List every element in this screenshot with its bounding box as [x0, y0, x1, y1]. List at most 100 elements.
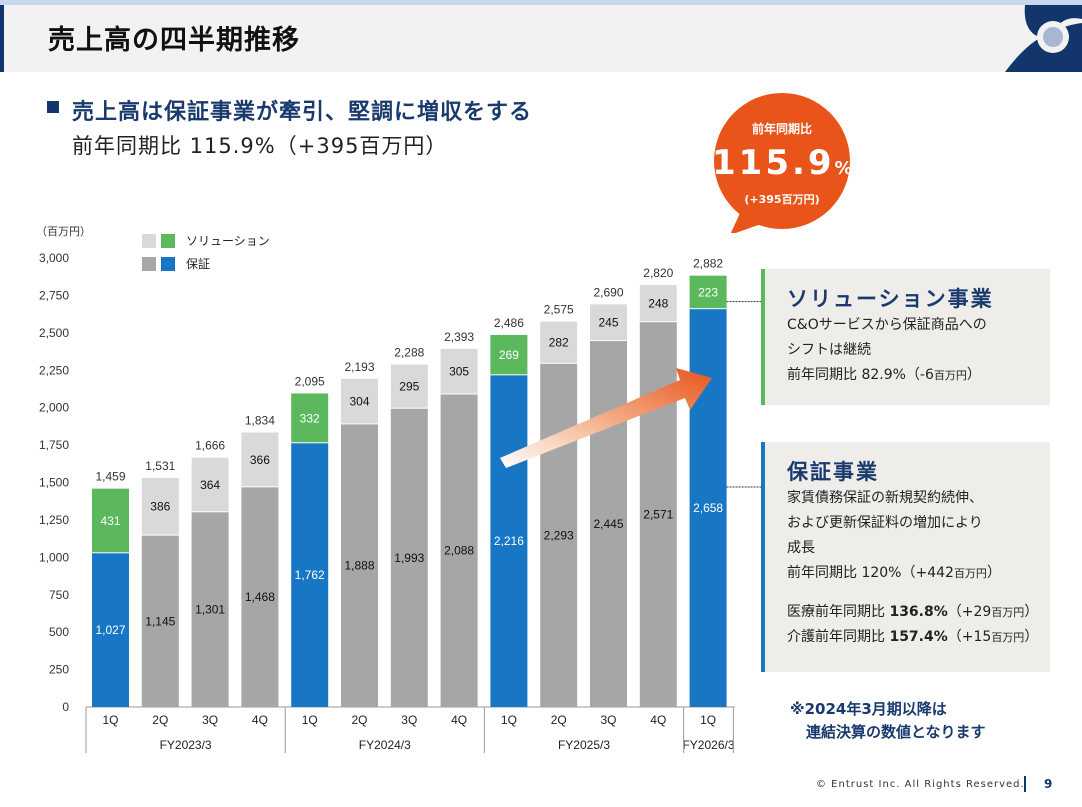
copyright: © Entrust Inc. All Rights Reserved. [816, 779, 1025, 790]
bar-total-label: 2,820 [643, 266, 673, 280]
care-line: 介護前年同期比 157.4%（+15百万円） [787, 625, 1038, 650]
legend-swatch-guarantee-gray [142, 256, 156, 271]
bar-total-label: 1,666 [195, 439, 225, 453]
solution-line-1: C&Oサービスから保証商品への [787, 317, 987, 333]
bar-label-guarantee: 1,027 [95, 623, 125, 637]
x-tick-label: 4Q [451, 713, 467, 727]
growth-arrow [500, 368, 712, 468]
bar-label-guarantee: 2,445 [593, 517, 623, 531]
bar-label-solution: 305 [449, 365, 469, 379]
medical-label: 医療前年同期比 [787, 604, 885, 620]
x-group-label: FY2024/3 [359, 738, 411, 752]
top-strip [0, 0, 1082, 5]
x-tick-label: 1Q [102, 713, 118, 727]
bar-guarantee [291, 443, 329, 707]
y-tick-label: 500 [49, 625, 69, 639]
legend-swatch-solution-gray [142, 233, 156, 248]
subline: 前年同期比 115.9%（+395百万円） [72, 134, 448, 158]
bar-total-label: 1,531 [145, 459, 175, 473]
badge-number: 115.9 [712, 143, 835, 183]
care-unit: 百万円 [991, 631, 1025, 644]
y-tick-label: 3,000 [39, 251, 69, 265]
x-tick-label: 2Q [152, 713, 168, 727]
bar-guarantee [390, 408, 428, 707]
x-tick-label: 1Q [501, 713, 517, 727]
medical-unit: 百万円 [991, 606, 1025, 619]
bar-label-guarantee: 2,658 [693, 501, 723, 515]
bar-label-guarantee: 1,762 [295, 568, 325, 582]
bar-label-solution: 282 [549, 336, 569, 350]
bar-label-solution: 431 [100, 514, 120, 528]
bar-guarantee [92, 553, 129, 707]
bar-label-solution: 304 [349, 395, 369, 409]
guarantee-yoy-unit: 百万円 [953, 567, 987, 580]
bar-total-label: 1,459 [95, 470, 125, 484]
note-line-1: ※2024年3月期以降は [790, 700, 947, 718]
solution-panel: ソリューション事業 C&Oサービスから保証商品への シフトは継続 前年同期比 8… [761, 269, 1050, 405]
guarantee-panel: 保証事業 家賃債務保証の新規契約続伸、 および更新保証料の増加により 成長 前年… [761, 442, 1050, 672]
yoy-badge [714, 93, 850, 233]
bar-label-solution: 245 [598, 316, 618, 330]
y-tick-label: 2,250 [39, 363, 69, 377]
y-tick-label: 2,500 [39, 326, 69, 340]
guarantee-yoy: 前年同期比 120%（+442 [787, 565, 954, 581]
legend-label-guarantee: 保証 [186, 257, 211, 271]
guarantee-line-4: 前年同期比 120%（+442百万円） [787, 561, 1038, 586]
headline-bullet [47, 101, 59, 113]
bar-solution [241, 432, 279, 487]
bar-solution [440, 348, 478, 394]
solution-yoy: 前年同期比 82.9%（-6 [787, 367, 934, 383]
medical-end: ） [1024, 604, 1039, 620]
medical-value: 136.8% [889, 604, 948, 620]
header-bar [0, 5, 1082, 72]
guarantee-panel-accent [761, 442, 765, 672]
y-tick-label: 1,750 [39, 438, 69, 452]
bar-guarantee [341, 424, 378, 707]
legend: ソリューション 保証 [142, 229, 270, 275]
x-group-label: FY2025/3 [558, 738, 610, 752]
y-tick-label: 250 [49, 663, 69, 677]
bar-guarantee [141, 535, 179, 707]
x-tick-label: 1Q [700, 713, 716, 727]
bar-total-label: 1,834 [245, 414, 275, 428]
care-diff: （+15 [947, 629, 992, 645]
headline: 売上高は保証事業が牽引、堅調に増収をする [72, 100, 533, 125]
guarantee-panel-title: 保証事業 [787, 460, 879, 484]
x-tick-label: 4Q [650, 713, 666, 727]
x-tick-label: 2Q [551, 713, 567, 727]
bar-label-solution: 223 [698, 285, 718, 299]
solution-panel-text: C&Oサービスから保証商品への シフトは継続 前年同期比 82.9%（-6百万円… [787, 313, 987, 388]
bar-label-guarantee: 2,571 [643, 508, 673, 522]
x-tick-label: 3Q [401, 713, 417, 727]
medical-diff: （+29 [947, 604, 992, 620]
bar-label-guarantee: 1,301 [195, 603, 225, 617]
bar-label-guarantee: 1,468 [245, 590, 275, 604]
bar-total-label: 2,486 [494, 316, 524, 330]
y-tick-label: 750 [49, 588, 69, 602]
x-tick-label: 3Q [600, 713, 616, 727]
bar-guarantee [191, 512, 229, 707]
care-label: 介護前年同期比 [787, 629, 885, 645]
medical-line: 医療前年同期比 136.8%（+29百万円） [787, 600, 1038, 625]
bar-total-label: 2,095 [295, 374, 325, 388]
solution-line-3: 前年同期比 82.9%（-6百万円） [787, 363, 987, 388]
bar-label-solution: 386 [150, 500, 170, 514]
bar-guarantee [540, 363, 578, 707]
bar-label-guarantee: 1,993 [394, 551, 424, 565]
guarantee-line-3: 成長 [787, 540, 815, 556]
bar-guarantee [490, 375, 528, 707]
care-end: ） [1024, 629, 1039, 645]
solution-line-2: シフトは継続 [787, 342, 871, 358]
bar-total-label: 2,288 [394, 346, 424, 360]
y-tick-label: 2,750 [39, 288, 69, 302]
bar-solution [341, 378, 378, 424]
bar-label-solution: 269 [499, 348, 519, 362]
solution-panel-title: ソリューション事業 [787, 287, 994, 311]
legend-label-solution: ソリューション [186, 234, 270, 248]
page-title: 売上高の四半期推移 [48, 25, 300, 56]
x-group-label: FY2023/3 [160, 738, 212, 752]
bar-solution [191, 457, 229, 512]
badge-sub: (+395百万円) [744, 193, 820, 206]
x-tick-label: 1Q [302, 713, 318, 727]
bar-solution [639, 284, 677, 322]
